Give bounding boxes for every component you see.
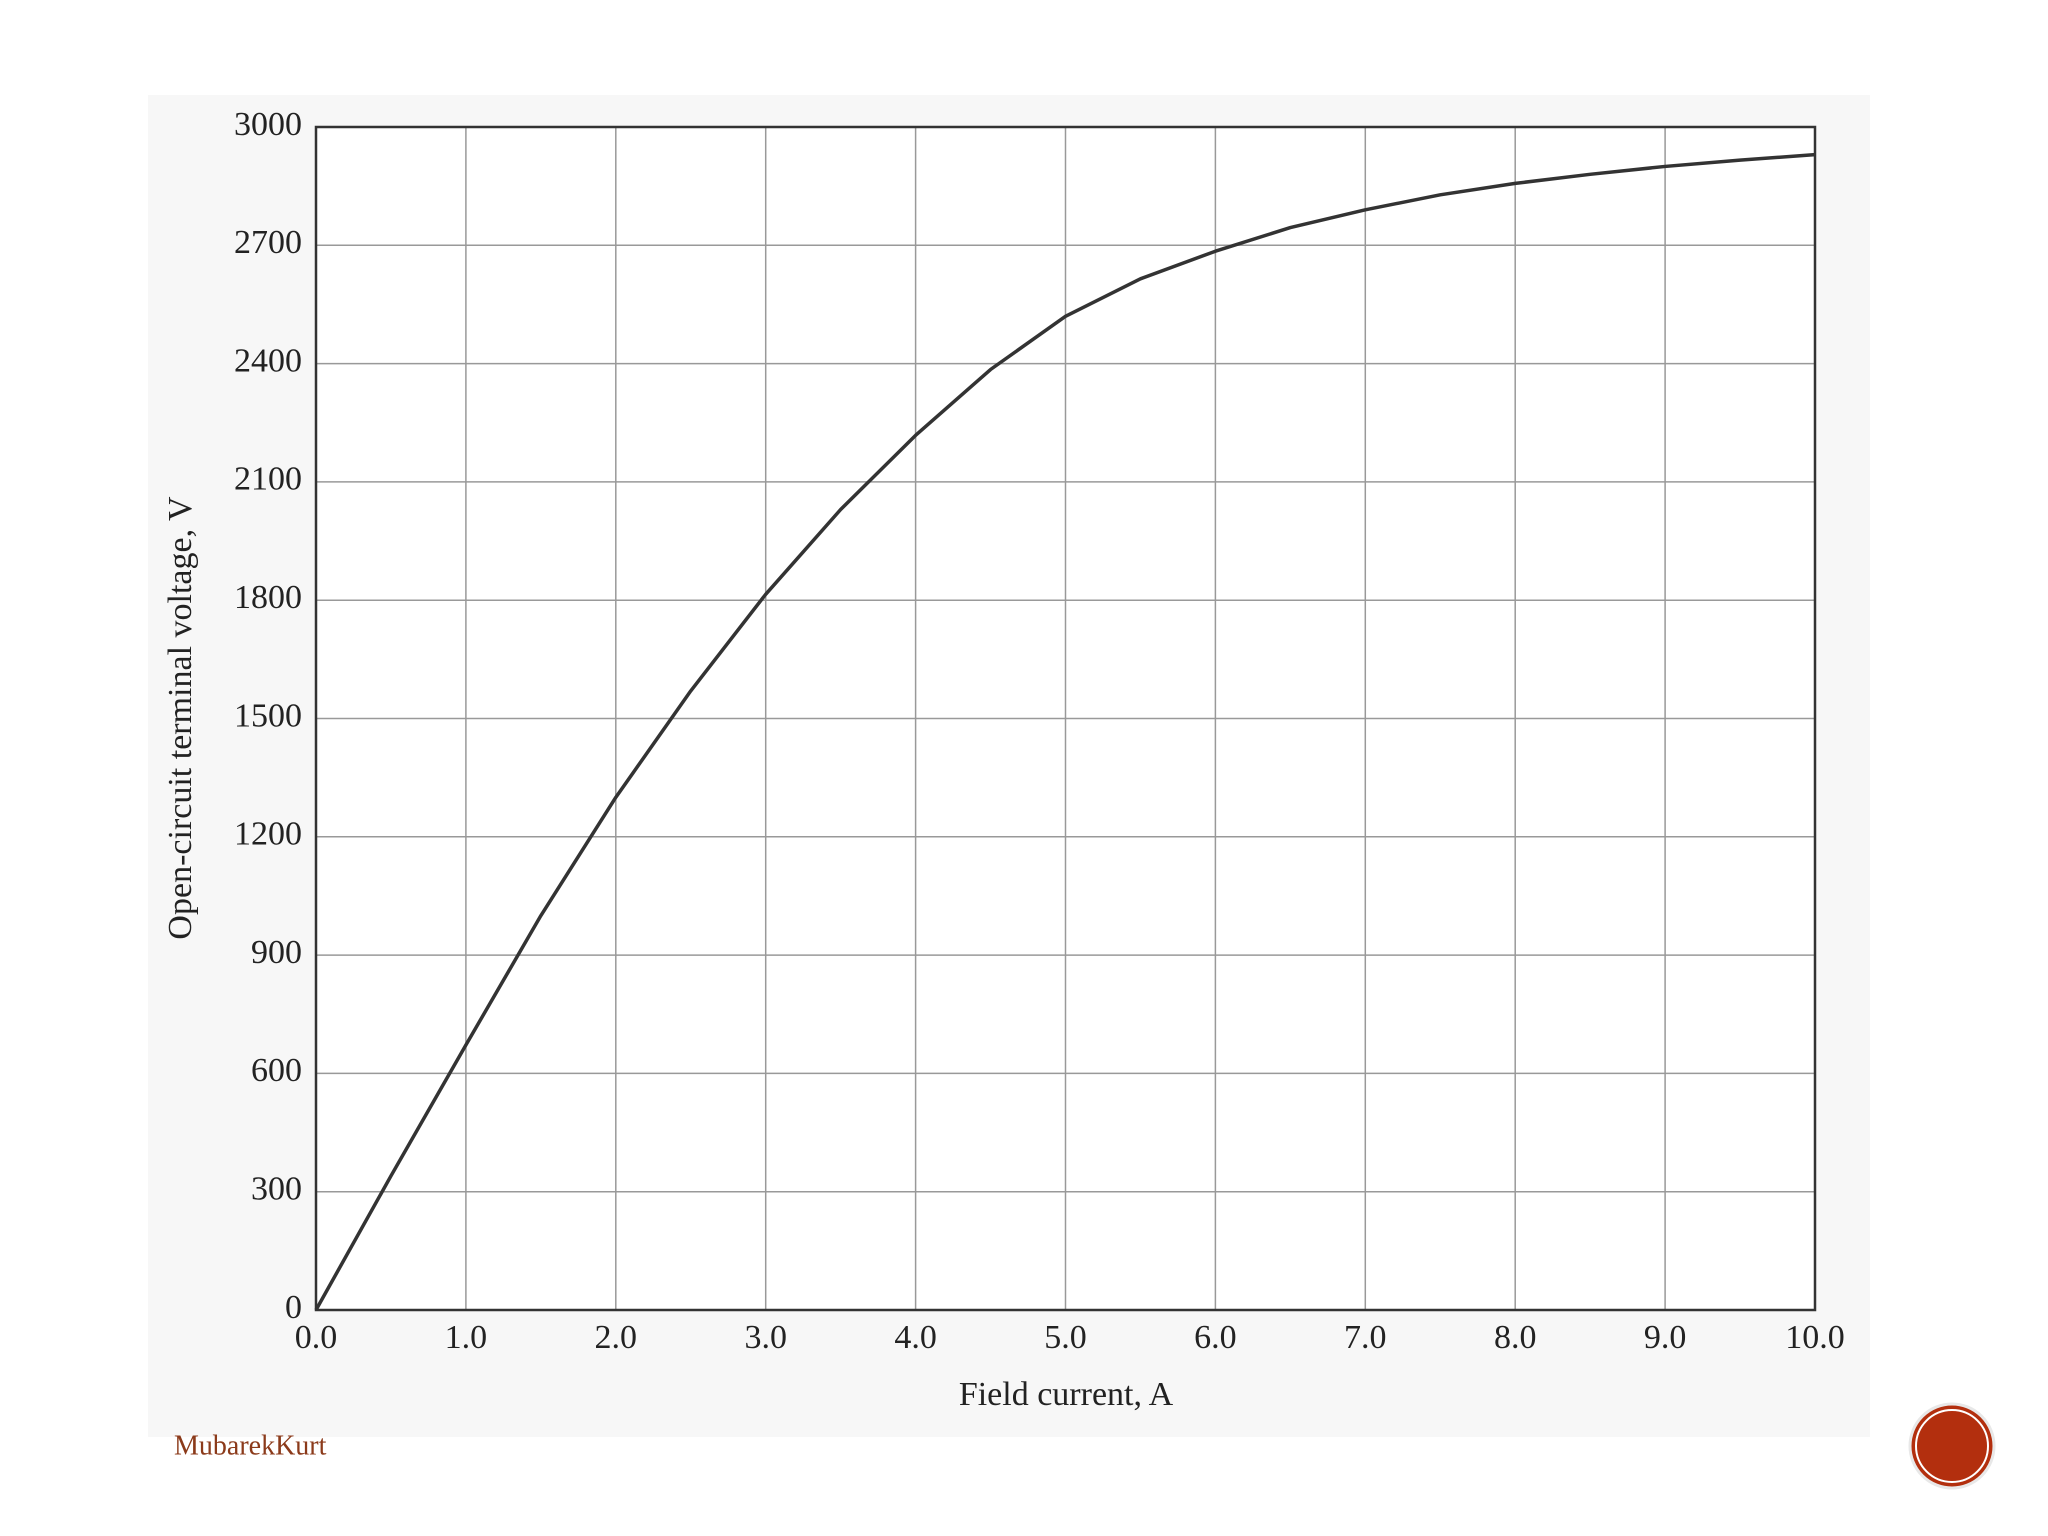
slide-badge-ring	[1915, 1409, 1989, 1483]
x-tick-label: 1.0	[445, 1319, 488, 1356]
y-tick-label: 300	[251, 1170, 302, 1207]
y-tick-label: 2700	[234, 224, 302, 261]
x-axis-label: Field current, A	[959, 1376, 1174, 1413]
y-tick-label: 1500	[234, 697, 302, 734]
y-tick-label: 3000	[234, 106, 302, 143]
x-tick-label: 2.0	[595, 1319, 638, 1356]
x-tick-label: 4.0	[894, 1319, 937, 1356]
footer-text: MubarekKurt	[174, 1430, 327, 1461]
y-tick-label: 2100	[234, 461, 302, 498]
y-tick-label: 1800	[234, 579, 302, 616]
x-tick-label: 8.0	[1494, 1319, 1537, 1356]
y-tick-label: 0	[285, 1289, 302, 1326]
data-line	[314, 152, 1816, 1311]
y-tick-label: 2400	[234, 342, 302, 379]
x-tick-label: 9.0	[1644, 1319, 1687, 1356]
x-tick-label: 5.0	[1044, 1319, 1087, 1356]
y-tick-label: 600	[251, 1052, 302, 1089]
slide-badge	[1908, 1402, 1996, 1490]
y-tick-label: 900	[251, 934, 302, 971]
x-tick-label: 7.0	[1344, 1319, 1387, 1356]
plot-frame	[314, 125, 1817, 1312]
x-tick-label: 3.0	[744, 1319, 787, 1356]
y-tick-label: 1200	[234, 816, 302, 853]
y-axis-label: Open-circuit terminal voltage, V	[162, 496, 199, 940]
x-tick-label: 10.0	[1785, 1319, 1845, 1356]
x-tick-label: 0.0	[295, 1319, 338, 1356]
x-tick-label: 6.0	[1194, 1319, 1237, 1356]
